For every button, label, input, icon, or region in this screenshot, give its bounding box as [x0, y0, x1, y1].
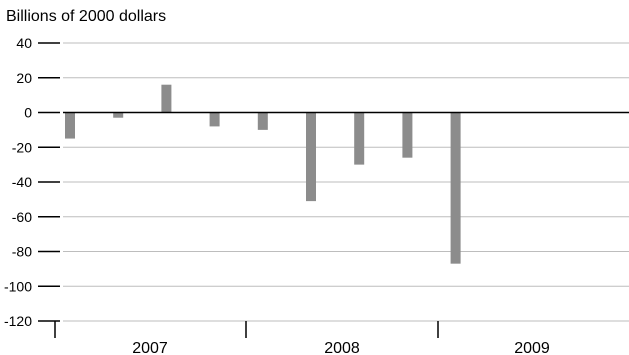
- bar-2008-q3: [354, 112, 365, 165]
- y-tick-label: 40: [16, 35, 32, 51]
- gridlines: [63, 42, 629, 322]
- x-axis-groups: 2007 2008 2009: [54, 321, 550, 355]
- x-group-label: 2008: [324, 340, 360, 355]
- y-tick-label: -20: [12, 139, 32, 155]
- y-tick-label: 20: [16, 70, 32, 86]
- bar-2007-q1: [65, 112, 75, 139]
- y-tick-label: 0: [24, 105, 32, 121]
- y-axis-label: Billions of 2000 dollars: [6, 8, 166, 25]
- bar-2007-q4: [209, 112, 220, 127]
- bars: [65, 84, 461, 264]
- y-tick-label: -60: [12, 209, 32, 225]
- bar-2008-q1: [257, 112, 268, 130]
- x-group-label: 2007: [132, 340, 168, 355]
- y-axis-ticks: 40 20 0 -20 -40 -60 -80 -100 -120: [4, 35, 60, 329]
- bar-2009-q1: [450, 112, 461, 264]
- x-group-label: 2009: [514, 340, 550, 355]
- y-tick-label: -40: [12, 174, 32, 190]
- y-tick-label: -100: [4, 278, 32, 294]
- bar-2008-q4: [402, 112, 413, 158]
- bar-2007-q2: [113, 112, 124, 118]
- y-tick-label: -80: [12, 244, 32, 260]
- y-tick-label: -120: [4, 313, 32, 329]
- bar-2007-q3: [161, 84, 172, 113]
- bar-2008-q2: [306, 112, 316, 202]
